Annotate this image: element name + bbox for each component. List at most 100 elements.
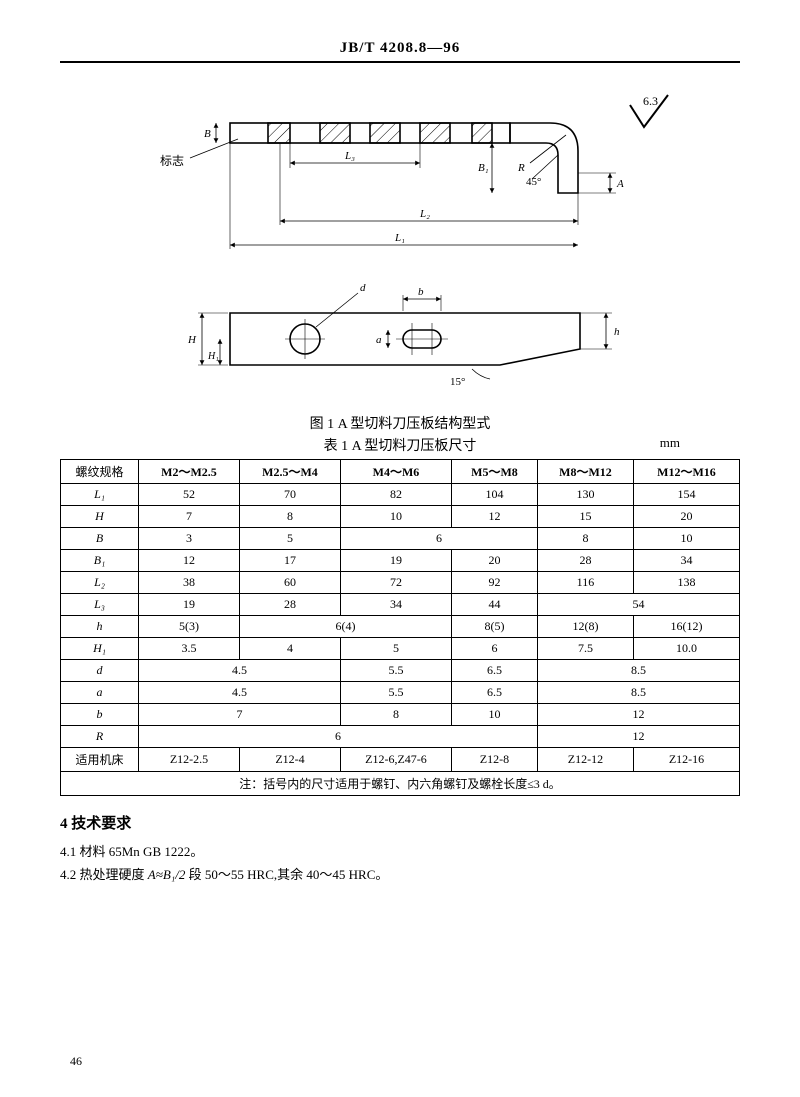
row-name: d — [61, 660, 139, 682]
table-cell: 12 — [537, 726, 739, 748]
table-cell: 8.5 — [537, 660, 739, 682]
table-cell: 6.5 — [451, 660, 537, 682]
table-cell: 34 — [340, 594, 451, 616]
table-cell: 19 — [340, 550, 451, 572]
table-cell: 4.5 — [139, 682, 341, 704]
table-header-first: 螺纹规格 — [61, 460, 139, 484]
row-name: H — [61, 506, 139, 528]
table-cell: 28 — [239, 594, 340, 616]
row-name: b — [61, 704, 139, 726]
table-cell: 38 — [139, 572, 240, 594]
svg-text:B: B — [204, 128, 211, 140]
table-cell: 82 — [340, 484, 451, 506]
row-name: a — [61, 682, 139, 704]
table-cell: 7 — [139, 704, 341, 726]
table-cell: 104 — [451, 484, 537, 506]
table-cell: 12(8) — [537, 616, 633, 638]
table-cell: 154 — [633, 484, 739, 506]
svg-text:H₁: H₁ — [207, 351, 219, 362]
table-cell: 116 — [537, 572, 633, 594]
row-name: L₁ — [61, 484, 139, 506]
table-cell: 12 — [139, 550, 240, 572]
svg-text:H: H — [187, 334, 197, 346]
row-name: B₁ — [61, 550, 139, 572]
table-cell: 6 — [340, 528, 537, 550]
table-cell: 19 — [139, 594, 240, 616]
table-row: B₁121719202834 — [61, 550, 740, 572]
table-cell: 7 — [139, 506, 240, 528]
table-cell: Z12-6,Z47-6 — [340, 748, 451, 772]
svg-text:15°: 15° — [450, 376, 465, 388]
table-cell: 5 — [340, 638, 451, 660]
table-row: R612 — [61, 726, 740, 748]
table-cell: 4 — [239, 638, 340, 660]
row-name: B — [61, 528, 139, 550]
table-cell: 10.0 — [633, 638, 739, 660]
table-note: 注：括号内的尺寸适用于螺钉、内六角螺钉及螺栓长度≤3 d。 — [61, 772, 740, 796]
table-cell: Z12-4 — [239, 748, 340, 772]
table-row: L₁527082104130154 — [61, 484, 740, 506]
standard-code-header: JB/T 4208.8—96 — [60, 40, 740, 61]
svg-text:a: a — [376, 334, 382, 346]
table-cell: 4.5 — [139, 660, 341, 682]
svg-text:A: A — [616, 178, 624, 190]
dimensions-table: 螺纹规格M2～M2.5M2.5～M4M4～M6M5～M8M8～M12M12～M1… — [60, 459, 740, 796]
table-cell: 70 — [239, 484, 340, 506]
svg-text:R: R — [517, 162, 525, 174]
table-cell: 60 — [239, 572, 340, 594]
table-cell: 8 — [340, 704, 451, 726]
section-4-1: 4.1 材料 65Mn GB 1222。 — [60, 841, 740, 860]
table-header-col: M8～M12 — [537, 460, 633, 484]
table-cell: 8 — [239, 506, 340, 528]
row-name: L₂ — [61, 572, 139, 594]
table-cell: 138 — [633, 572, 739, 594]
row-name: 适用机床 — [61, 748, 139, 772]
row-name: L₃ — [61, 594, 139, 616]
svg-text:6.3: 6.3 — [643, 94, 658, 108]
table-cell: 10 — [340, 506, 451, 528]
diagram-marker-label: 标志 — [160, 154, 184, 168]
table-cell: 5(3) — [139, 616, 240, 638]
table-cell: 7.5 — [537, 638, 633, 660]
svg-text:b: b — [418, 286, 424, 298]
table-cell: 5 — [239, 528, 340, 550]
table-row: 适用机床Z12-2.5Z12-4Z12-6,Z47-6Z12-8Z12-12Z1… — [61, 748, 740, 772]
table-header-col: M5～M8 — [451, 460, 537, 484]
table-cell: 15 — [537, 506, 633, 528]
page-number: 46 — [70, 1054, 82, 1069]
table-header-col: M2.5～M4 — [239, 460, 340, 484]
table-row: d4.55.56.58.5 — [61, 660, 740, 682]
table-caption-row: 表 1 A 型切料刀压板尺寸 mm — [60, 435, 740, 455]
svg-text:L₃: L₃ — [344, 150, 355, 162]
table-cell: 5.5 — [340, 660, 451, 682]
table-cell: Z12-12 — [537, 748, 633, 772]
table-cell: 6 — [451, 638, 537, 660]
svg-text:L₁: L₁ — [394, 232, 405, 244]
row-name: h — [61, 616, 139, 638]
table-cell: 17 — [239, 550, 340, 572]
table-cell: 72 — [340, 572, 451, 594]
table-row: L₂38607292116138 — [61, 572, 740, 594]
table-cell: Z12-2.5 — [139, 748, 240, 772]
table-header-col: M4～M6 — [340, 460, 451, 484]
table-cell: 5.5 — [340, 682, 451, 704]
table-row: a4.55.56.58.5 — [61, 682, 740, 704]
table-cell: Z12-8 — [451, 748, 537, 772]
figure-caption: 图 1 A 型切料刀压板结构型式 — [60, 413, 740, 433]
unit-label: mm — [660, 435, 680, 451]
svg-text:d: d — [360, 282, 366, 294]
table-cell: 8(5) — [451, 616, 537, 638]
table-cell: 8.5 — [537, 682, 739, 704]
table-cell: 12 — [451, 506, 537, 528]
row-name: H₁ — [61, 638, 139, 660]
table-cell: 92 — [451, 572, 537, 594]
table-cell: 34 — [633, 550, 739, 572]
svg-text:45°: 45° — [526, 176, 541, 188]
table-cell: 52 — [139, 484, 240, 506]
table-row: b781012 — [61, 704, 740, 726]
table-note-row: 注：括号内的尺寸适用于螺钉、内六角螺钉及螺栓长度≤3 d。 — [61, 772, 740, 796]
svg-text:h: h — [614, 326, 620, 338]
table-cell: 44 — [451, 594, 537, 616]
table-header-col: M12～M16 — [633, 460, 739, 484]
table-cell: Z12-16 — [633, 748, 739, 772]
